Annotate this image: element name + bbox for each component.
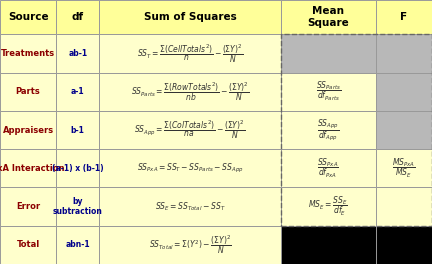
Text: $\dfrac{SS_{App}}{df_{App}}$: $\dfrac{SS_{App}}{df_{App}}$ xyxy=(317,117,340,143)
Text: Total: Total xyxy=(16,240,40,249)
Text: $SS_{PxA} = SS_T - SS_{Parts} - SS_{App}$: $SS_{PxA} = SS_T - SS_{Parts} - SS_{App}… xyxy=(137,162,243,175)
Text: Parts: Parts xyxy=(16,87,41,96)
Bar xyxy=(0,187,56,226)
Text: Source: Source xyxy=(8,12,48,22)
Bar xyxy=(281,0,376,34)
Text: ab-1: ab-1 xyxy=(68,49,87,58)
Text: Appraisers: Appraisers xyxy=(3,125,54,135)
Bar xyxy=(376,149,432,187)
Bar xyxy=(281,34,376,73)
Text: Sum of Squares: Sum of Squares xyxy=(144,12,236,22)
Bar xyxy=(56,226,99,264)
Bar xyxy=(281,73,376,111)
Bar xyxy=(56,187,99,226)
Bar xyxy=(281,34,432,226)
Bar xyxy=(376,34,432,73)
Text: Error: Error xyxy=(16,202,40,211)
Bar xyxy=(281,149,376,187)
Text: abn-1: abn-1 xyxy=(65,240,90,249)
Bar xyxy=(0,226,56,264)
Bar xyxy=(56,111,99,149)
Text: $SS_{App} = \dfrac{\Sigma(ColTotals^2)}{na} - \dfrac{(\Sigma Y)^2}{N}$: $SS_{App} = \dfrac{\Sigma(ColTotals^2)}{… xyxy=(134,119,246,142)
Bar xyxy=(56,0,99,34)
Bar xyxy=(99,111,281,149)
Bar xyxy=(0,149,56,187)
Text: a-1: a-1 xyxy=(71,87,85,96)
Bar xyxy=(99,226,281,264)
Bar xyxy=(0,34,56,73)
Bar xyxy=(99,187,281,226)
Bar xyxy=(281,187,376,226)
Bar xyxy=(376,226,432,264)
Bar xyxy=(281,111,376,149)
Text: PxA Interaction: PxA Interaction xyxy=(0,164,65,173)
Bar xyxy=(0,111,56,149)
Text: $\dfrac{MS_{PxA}}{MS_E}$: $\dfrac{MS_{PxA}}{MS_E}$ xyxy=(392,157,416,180)
Bar xyxy=(376,111,432,149)
Text: $SS_E = SS_{Total} - SS_T$: $SS_E = SS_{Total} - SS_T$ xyxy=(155,200,226,213)
Text: Treatments: Treatments xyxy=(1,49,55,58)
Text: b-1: b-1 xyxy=(71,125,85,135)
Text: (a-1) x (b-1): (a-1) x (b-1) xyxy=(52,164,104,173)
Bar xyxy=(56,73,99,111)
Bar xyxy=(376,73,432,111)
Text: Mean
Square: Mean Square xyxy=(308,6,349,28)
Bar xyxy=(0,73,56,111)
Bar xyxy=(99,34,281,73)
Bar xyxy=(376,0,432,34)
Bar xyxy=(376,187,432,226)
Text: df: df xyxy=(72,12,84,22)
Bar xyxy=(281,226,376,264)
Text: by
subtraction: by subtraction xyxy=(53,197,103,216)
Bar xyxy=(99,0,281,34)
Text: $\dfrac{SS_{Parts}}{df_{Parts}}$: $\dfrac{SS_{Parts}}{df_{Parts}}$ xyxy=(316,80,341,103)
Text: $SS_{Parts} = \dfrac{\Sigma(RowTotals^2)}{nb} - \dfrac{(\Sigma Y)^2}{N}$: $SS_{Parts} = \dfrac{\Sigma(RowTotals^2)… xyxy=(131,80,249,103)
Bar xyxy=(99,73,281,111)
Text: $MS_E = \dfrac{SS_E}{df_E}$: $MS_E = \dfrac{SS_E}{df_E}$ xyxy=(308,195,348,218)
Bar xyxy=(0,0,56,34)
Text: $\dfrac{SS_{PxA}}{df_{PxA}}$: $\dfrac{SS_{PxA}}{df_{PxA}}$ xyxy=(318,157,339,180)
Bar xyxy=(99,149,281,187)
Text: $SS_T = \dfrac{\Sigma(CellTotals^2)}{n} - \dfrac{(\Sigma Y)^2}{N}$: $SS_T = \dfrac{\Sigma(CellTotals^2)}{n} … xyxy=(137,42,243,65)
Bar xyxy=(56,149,99,187)
Text: $SS_{Total} = \Sigma(Y^2) - \dfrac{(\Sigma Y)^2}{N}$: $SS_{Total} = \Sigma(Y^2) - \dfrac{(\Sig… xyxy=(149,233,232,256)
Bar xyxy=(56,34,99,73)
Text: F: F xyxy=(400,12,407,22)
